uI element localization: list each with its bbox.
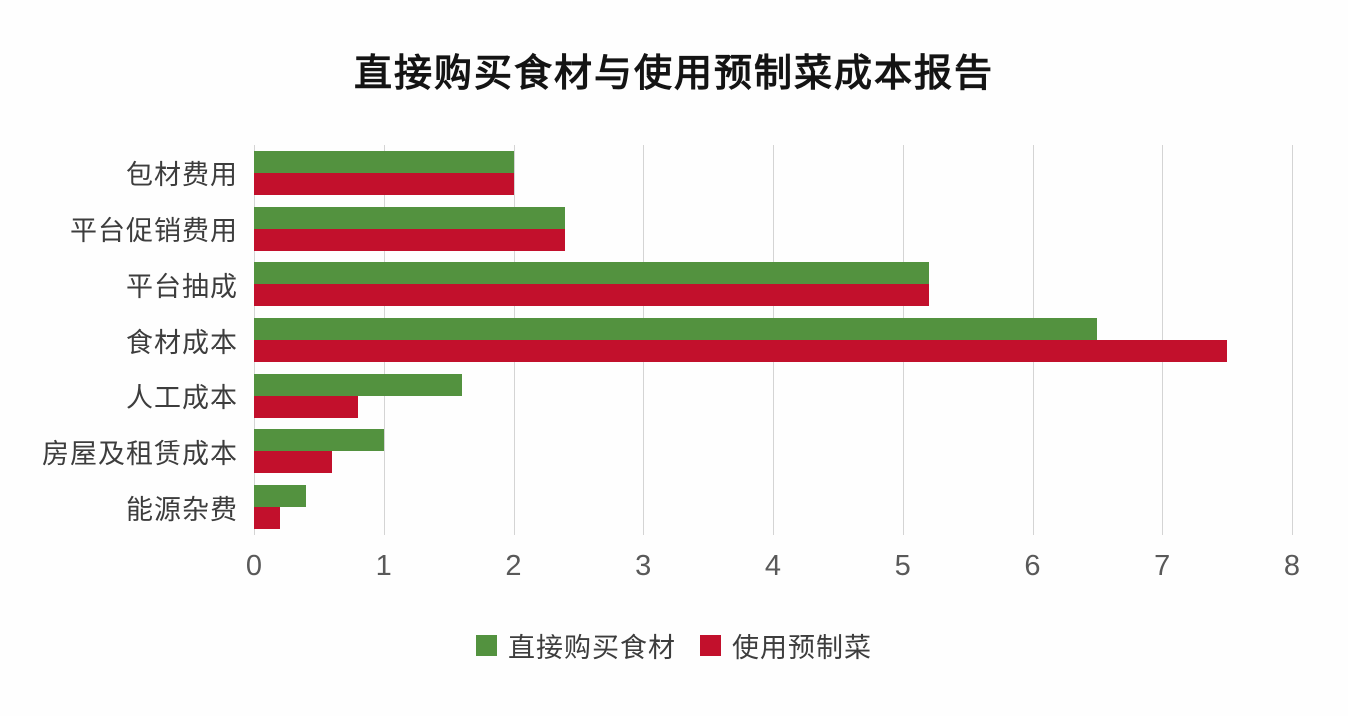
legend: 直接购买食材 使用预制菜	[0, 626, 1348, 665]
category-label: 包材费用	[126, 160, 238, 191]
bar-premade	[254, 507, 280, 530]
bar-direct-buy	[254, 318, 1098, 341]
category-axis: 包材费用平台促销费用平台抽成食材成本人工成本房屋及租赁成本能源杂费	[0, 145, 238, 535]
bar-premade	[254, 451, 332, 474]
gridline	[1162, 145, 1164, 535]
legend-swatch-icon	[476, 635, 497, 656]
category-label: 食材成本	[126, 327, 238, 358]
bar-direct-buy	[254, 206, 566, 229]
bar-group	[254, 368, 1292, 424]
category-label: 人工成本	[126, 383, 238, 414]
bar-group	[254, 312, 1292, 368]
bar-group	[254, 256, 1292, 312]
legend-swatch-icon	[700, 635, 721, 656]
x-tick-label: 3	[635, 550, 652, 582]
category-label: 平台抽成	[126, 271, 238, 302]
x-tick-label: 6	[1024, 550, 1041, 582]
bar-premade	[254, 172, 514, 195]
x-axis: 0 1 2 3 4 5 6 7 8	[246, 550, 1300, 590]
x-tick-label: 0	[245, 550, 263, 582]
category-label: 房屋及租赁成本	[42, 438, 238, 469]
bar-direct-buy	[254, 485, 306, 508]
x-tick-label: 5	[894, 550, 911, 582]
x-tick-label: 2	[505, 550, 522, 582]
category-label: 能源杂费	[126, 494, 238, 525]
bar-direct-buy	[254, 150, 514, 173]
bar-group	[254, 201, 1292, 257]
bar-premade	[254, 340, 1228, 363]
chart-title: 直接购买食材与使用预制菜成本报告	[353, 53, 994, 95]
plot-area	[254, 145, 1293, 535]
bar-group	[254, 145, 1292, 201]
bar-direct-buy	[254, 373, 462, 396]
bar-direct-buy	[254, 429, 384, 452]
legend-item: 直接购买食材	[476, 626, 676, 665]
category-label: 平台促销费用	[70, 216, 238, 247]
x-tick-label: 1	[375, 550, 392, 582]
legend-label: 直接购买食材	[508, 633, 676, 663]
legend-label: 使用预制菜	[732, 633, 872, 663]
legend-item: 使用预制菜	[700, 626, 872, 665]
bar-premade	[254, 228, 566, 251]
bar-premade	[254, 284, 929, 307]
x-tick-label: 7	[1154, 550, 1171, 582]
bar-group	[254, 424, 1292, 480]
bar-premade	[254, 395, 358, 418]
x-tick-label: 8	[1283, 550, 1301, 582]
x-tick-label: 4	[764, 550, 782, 582]
gridline	[1292, 145, 1293, 535]
bar-group	[254, 479, 1292, 535]
bar-direct-buy	[254, 262, 929, 285]
bar-rows	[254, 145, 1292, 535]
